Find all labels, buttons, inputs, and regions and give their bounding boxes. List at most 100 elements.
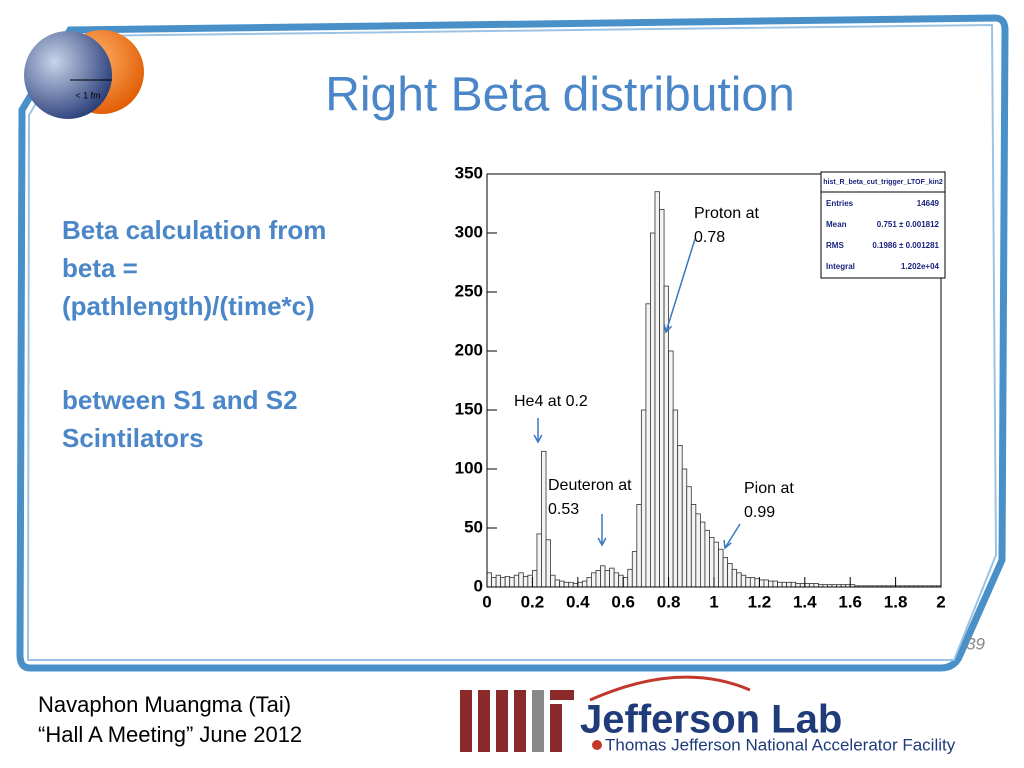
histogram-bin [613, 572, 620, 588]
x-tick-label: 1 [709, 592, 718, 611]
histogram-bin [713, 541, 719, 588]
y-tick-label: 100 [455, 458, 483, 477]
histogram-bin [731, 568, 738, 588]
y-tick-label: 350 [455, 163, 483, 182]
slide-frame-inner [26, 23, 998, 661]
stats-value: 0.751 ± 0.001812 [877, 220, 940, 229]
histogram-bin [786, 581, 792, 588]
annotation-arrowhead [597, 537, 607, 547]
x-tick-label: 1.6 [838, 592, 862, 611]
histogram-bin [808, 583, 815, 588]
histogram-bin [650, 232, 656, 588]
annotation-arrowhead [533, 434, 543, 444]
annotation-text: Proton at [694, 205, 759, 222]
histogram-bin [777, 581, 783, 588]
annotation-arrowhead [663, 324, 673, 334]
histogram-bin [591, 572, 597, 588]
y-tick-label: 250 [455, 281, 483, 300]
bullet-text: (pathlength)/(time*c) [62, 291, 315, 321]
lab-swoosh [589, 675, 751, 702]
histogram-bin [768, 580, 774, 588]
histogram-bin [527, 574, 533, 588]
histogram-bin [513, 574, 520, 588]
histogram-bin [559, 580, 565, 588]
stats-key: Mean [826, 220, 847, 229]
histogram-bin [759, 579, 765, 588]
x-tick-label: 0.8 [657, 592, 681, 611]
annotation-text: 0.99 [744, 504, 775, 521]
histogram-bin [622, 577, 629, 588]
lab-subtitle: Thomas Jefferson National Accelerator Fa… [605, 735, 956, 754]
histogram-bin [500, 577, 506, 588]
histogram-bin [736, 572, 742, 588]
x-tick-label: 0.6 [611, 592, 635, 611]
slide-title: Right Beta distribution [325, 69, 795, 122]
y-tick-label: 150 [455, 399, 483, 418]
page-number: 39 [966, 634, 985, 653]
histogram-bin [572, 583, 579, 588]
histogram-bin [813, 583, 819, 588]
histogram-bin [509, 577, 515, 588]
histogram-bin [636, 503, 642, 588]
y-tick-label: 200 [455, 340, 483, 359]
lab-name: Jefferson Lab [580, 698, 842, 742]
annotation-text: 0.53 [548, 501, 579, 518]
x-tick-label: 1.8 [884, 592, 908, 611]
histogram-bin [772, 580, 778, 588]
histogram-bin [704, 529, 710, 588]
stats-value: 14649 [917, 199, 940, 208]
logo-label: < 1 fm [75, 90, 100, 100]
x-tick-label: 0.2 [521, 592, 545, 611]
histogram-bin [518, 572, 524, 588]
histogram-bin [600, 565, 606, 588]
logo-circle [24, 31, 112, 119]
histogram-bin [604, 570, 610, 588]
annotation-arrowhead [723, 539, 732, 550]
histogram-bin [645, 303, 651, 588]
histogram-bin [631, 551, 638, 588]
histogram-bin [495, 574, 502, 588]
histogram-bin [618, 574, 624, 588]
histogram-bin [536, 533, 542, 588]
histogram-bin [654, 191, 660, 588]
histogram-bin [581, 580, 588, 588]
histogram-bin [795, 583, 801, 588]
stats-box [820, 171, 946, 279]
histogram-bin [677, 444, 683, 588]
annotation-text: He4 at 0.2 [514, 393, 588, 410]
histogram-bin [640, 409, 647, 588]
x-tick-label: 1.2 [748, 592, 772, 611]
histogram-bin [486, 572, 492, 588]
histogram-bin [681, 468, 688, 588]
histogram-bin [804, 583, 810, 588]
y-tick-label: 300 [455, 222, 483, 241]
histogram-bin [709, 537, 715, 588]
annotation-text: Deuteron at [548, 477, 632, 494]
histogram-bin [563, 581, 570, 588]
histogram-bin [718, 548, 724, 588]
histogram-bin [545, 539, 551, 588]
histogram-bin [627, 568, 633, 588]
histogram-bin [672, 409, 679, 588]
x-tick-label: 1.4 [793, 592, 817, 611]
stats-key: RMS [826, 241, 844, 250]
bullet-text: Scintilators [62, 423, 204, 453]
histogram-bin [668, 350, 674, 588]
stats-value: 0.1986 ± 0.001281 [872, 241, 939, 250]
stats-key: Integral [826, 262, 855, 271]
author-line: “Hall A Meeting” June 2012 [38, 722, 302, 747]
histogram-bin [740, 574, 747, 588]
mit-logo [460, 690, 574, 752]
histogram-bin [722, 557, 729, 588]
histogram-bin [781, 581, 788, 588]
histogram-bin [491, 577, 497, 588]
stats-key: Entries [826, 199, 854, 208]
bullet-text: beta = [62, 253, 138, 283]
histogram-bin [763, 579, 769, 588]
histogram-bin [690, 503, 697, 588]
bullet-text: Beta calculation from [62, 215, 326, 245]
lab-dot [592, 740, 602, 750]
x-tick-label: 0 [482, 592, 491, 611]
histogram-bin [790, 581, 797, 588]
